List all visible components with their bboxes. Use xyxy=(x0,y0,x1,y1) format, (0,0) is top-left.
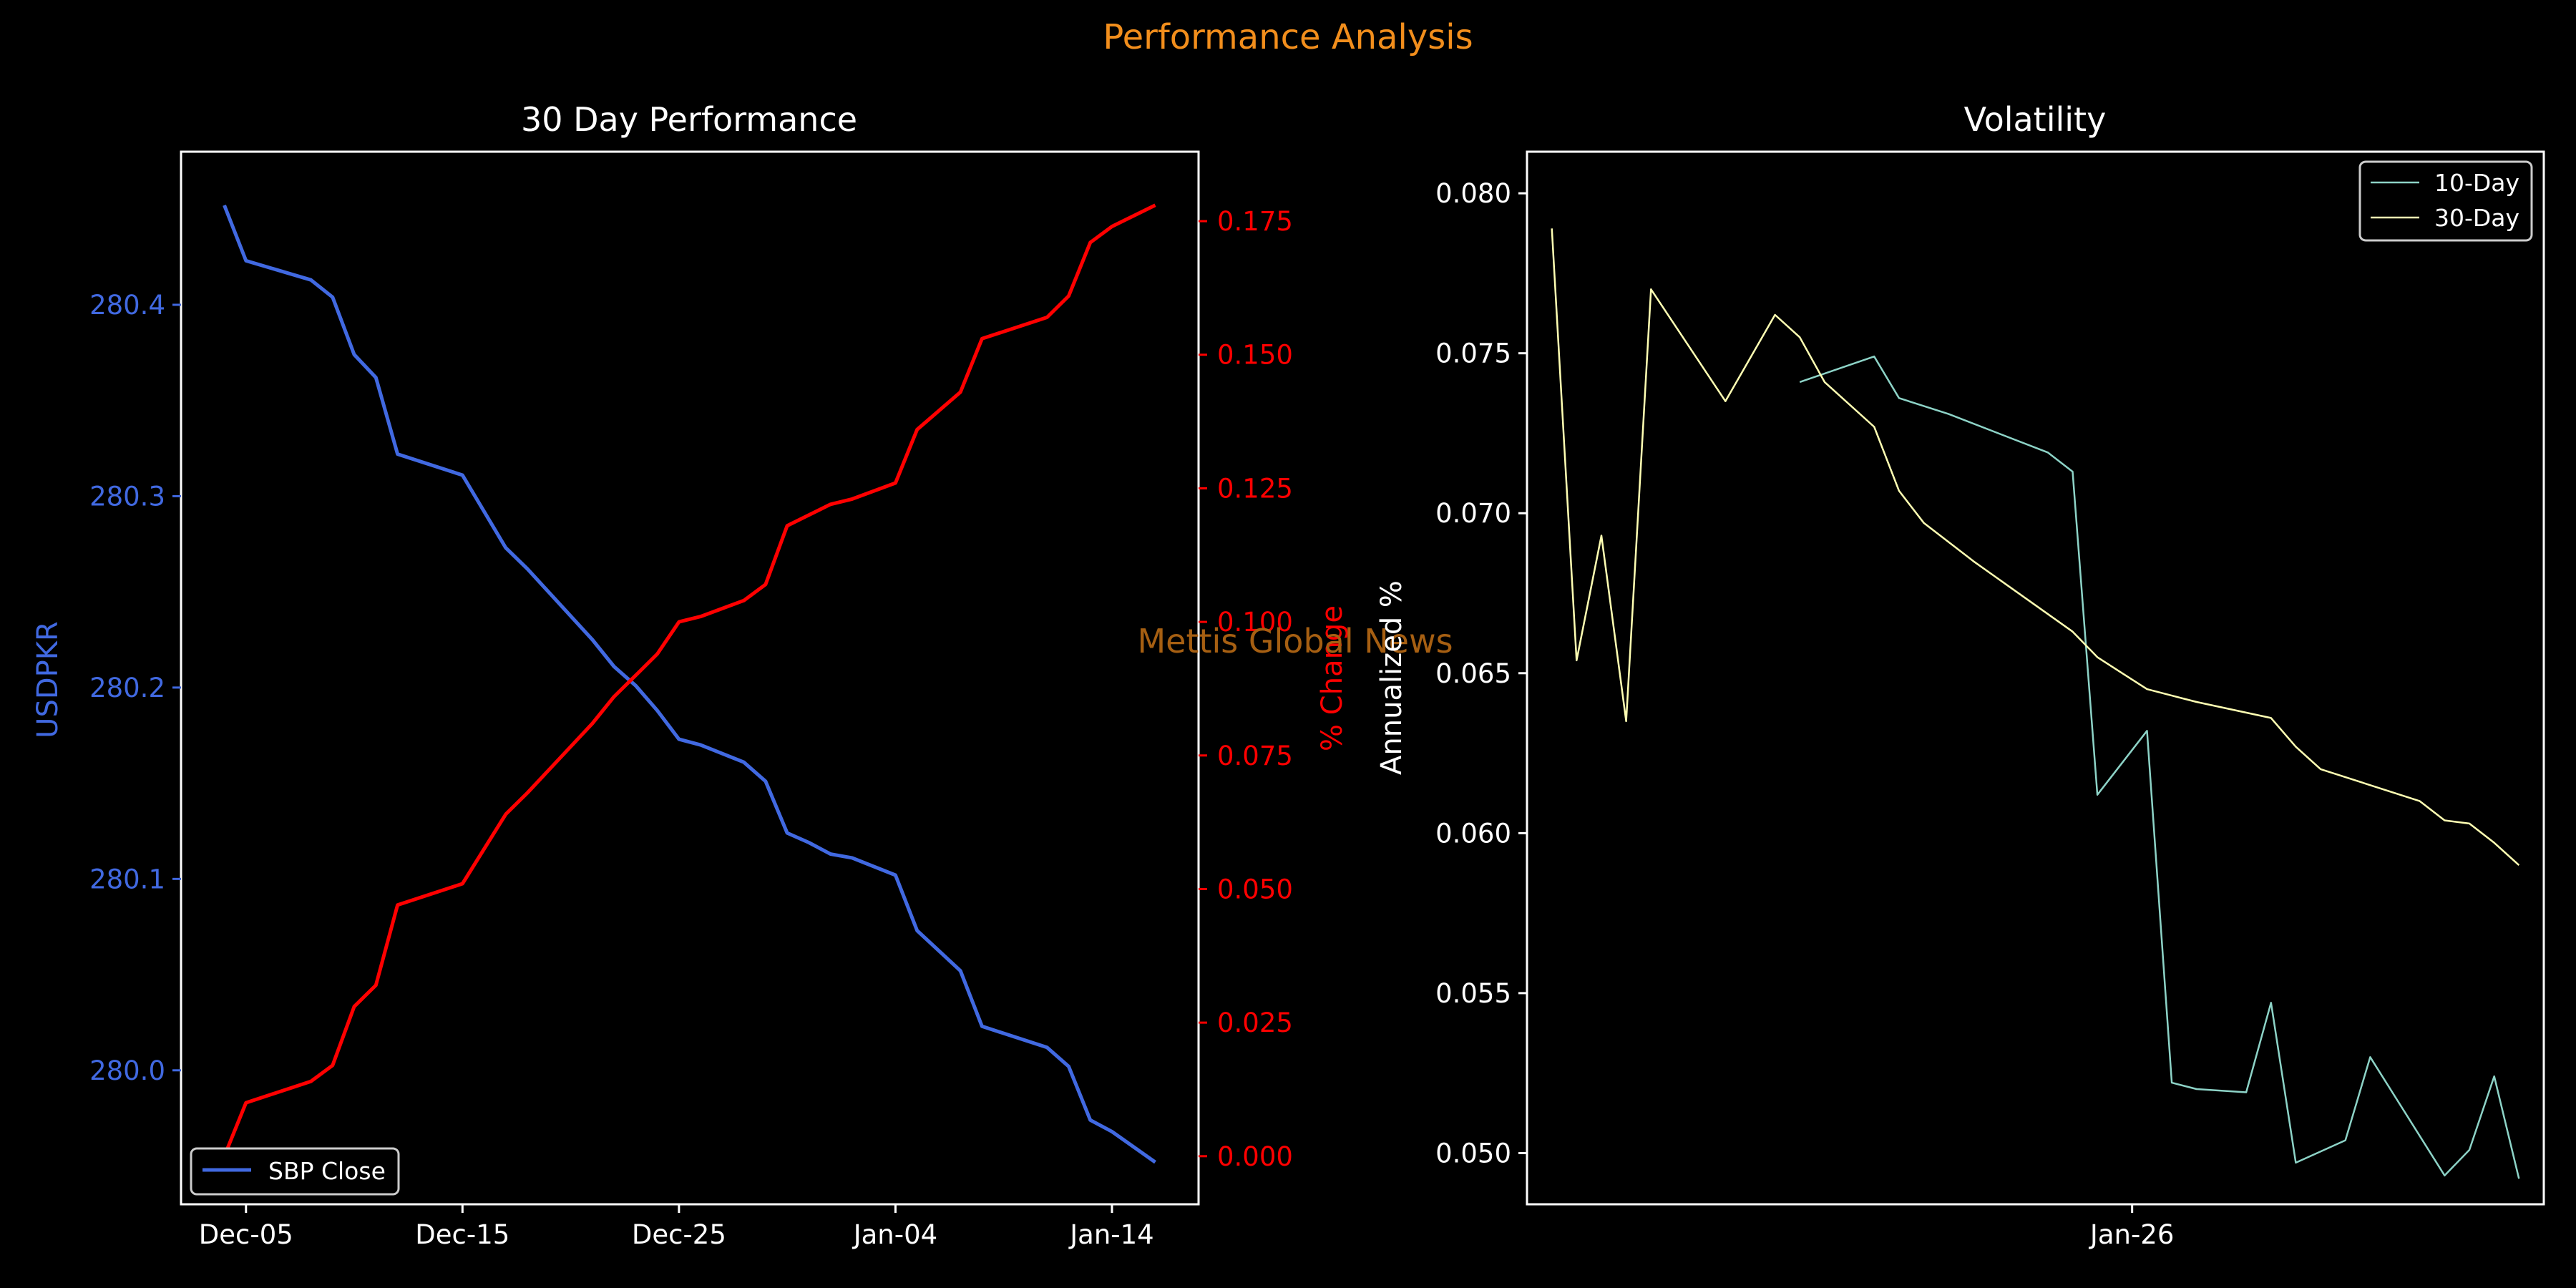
performance-x-tick-label: Jan-04 xyxy=(852,1219,937,1250)
watermark: Mettis Global News xyxy=(1137,622,1453,660)
legend-label-sbp-close: SBP Close xyxy=(268,1157,386,1185)
performance-chart: 30 Day Performance USDPKR % Change Dec-0… xyxy=(31,100,1349,1250)
performance-y2-axis-label: % Change xyxy=(1316,605,1349,751)
performance-legend-box xyxy=(190,1147,400,1196)
volatility-y-tick-label: 0.060 xyxy=(1435,818,1511,849)
volatility-y-tick-label: 0.050 xyxy=(1435,1138,1511,1169)
volatility-legend: 10-Day 30-Day xyxy=(2358,160,2533,242)
sbp-close-line xyxy=(223,204,1156,1164)
performance-y2-tick-label: 0.175 xyxy=(1217,206,1293,237)
volatility-y-tick-label: 0.055 xyxy=(1435,978,1511,1009)
suptitle: Performance Analysis xyxy=(1103,17,1473,57)
legend-label-10-day: 10-Day xyxy=(2434,169,2519,197)
performance-y2-tick-label: 0.125 xyxy=(1217,473,1293,504)
volatility-y-tick-label: 0.070 xyxy=(1435,498,1511,529)
performance-x-tick-label: Jan-14 xyxy=(1068,1219,1153,1250)
performance-y-tick-label: 280.2 xyxy=(89,673,165,703)
performance-y-tick-label: 280.4 xyxy=(89,290,165,321)
performance-y-tick-label: 280.0 xyxy=(89,1055,165,1086)
volatility-y-axis-label: Annualized % xyxy=(1375,580,1408,775)
performance-y2-tick-label: 0.050 xyxy=(1217,874,1293,904)
performance-y2-tick-label: 0.100 xyxy=(1217,607,1293,638)
performance-y-tick-label: 280.3 xyxy=(89,481,165,512)
performance-plot-frame xyxy=(180,150,1200,1206)
volatility-chart-title: Volatility xyxy=(1964,100,2107,139)
performance-y2-tick-label: 0.025 xyxy=(1217,1008,1293,1038)
performance-y2-tick-label: 0.000 xyxy=(1217,1141,1293,1172)
performance-y-tick-label: 280.1 xyxy=(89,864,165,894)
performance-x-tick-label: Dec-15 xyxy=(415,1219,509,1250)
volatility-y-tick-label: 0.080 xyxy=(1435,178,1511,209)
performance-y2-tick-label: 0.150 xyxy=(1217,340,1293,371)
legend-label-30-day: 30-Day xyxy=(2434,204,2519,232)
performance-y-axis-label: USDPKR xyxy=(31,621,64,738)
performance-legend: SBP Close xyxy=(190,1147,400,1196)
volatility-legend-box xyxy=(2358,160,2533,242)
volatility-y-tick-label: 0.065 xyxy=(1435,658,1511,689)
vol-10-day-line xyxy=(1799,355,2520,1179)
volatility-y-tick-label: 0.075 xyxy=(1435,338,1511,369)
performance-x-tick-label: Dec-05 xyxy=(199,1219,293,1250)
performance-chart-title: 30 Day Performance xyxy=(521,100,857,139)
performance-y2-tick-label: 0.075 xyxy=(1217,741,1293,771)
vol-30-day-line xyxy=(1551,228,2520,867)
volatility-x-tick-label: Jan-26 xyxy=(2089,1219,2174,1250)
volatility-chart: Volatility Annualized % Jan-26 0.050 0.055… xyxy=(1375,100,2545,1250)
performance-x-tick-label: Dec-25 xyxy=(632,1219,726,1250)
pct-change-line xyxy=(223,203,1156,1157)
volatility-plot-frame xyxy=(1526,150,2545,1206)
